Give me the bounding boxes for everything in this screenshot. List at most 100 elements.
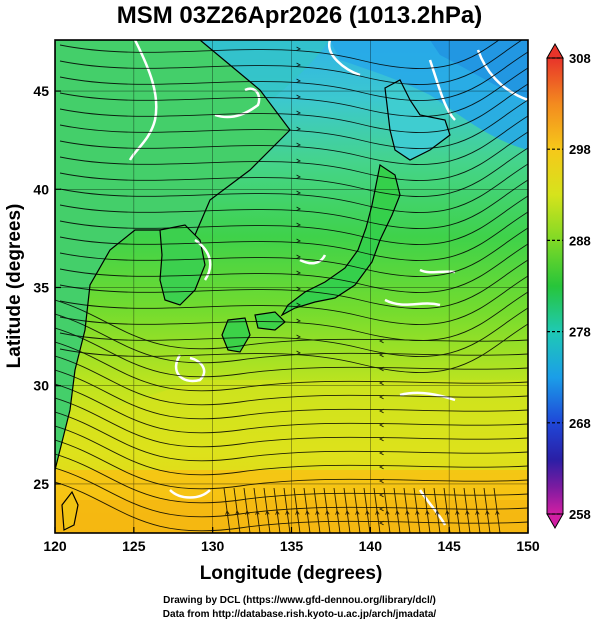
streamline-arrow <box>445 510 450 515</box>
streamline-arrow <box>296 94 301 100</box>
wind-streamlines <box>55 40 528 533</box>
streamline <box>59 179 528 229</box>
streamline <box>55 453 528 504</box>
streamline-arrow <box>295 510 300 515</box>
streamline-arrow <box>379 394 384 400</box>
map-title: MSM 03Z26Apr2026 (1013.2hPa) <box>116 2 483 29</box>
streamline <box>59 163 528 213</box>
streamline-arrow <box>296 254 301 260</box>
streamline <box>59 99 528 149</box>
streamline-arrow <box>379 478 384 484</box>
streamline-arrow <box>379 422 384 428</box>
streamline <box>59 211 528 261</box>
streamline-arrow <box>296 270 301 276</box>
credit-data: Data from http://database.rish.kyoto-u.a… <box>162 609 437 620</box>
streamline-arrow <box>305 510 310 515</box>
streamline-arrow <box>415 510 420 515</box>
colorbar-tick-label: 298 <box>569 142 591 157</box>
streamline <box>59 40 500 69</box>
streamline <box>55 369 528 420</box>
x-axis-label: Longitude (degrees) <box>200 563 383 584</box>
streamline-arrow <box>245 510 250 515</box>
streamline-arrow <box>325 510 330 515</box>
colorbar-bar <box>546 57 564 515</box>
streamline-arrow <box>355 510 360 515</box>
streamline-arrow <box>375 510 380 515</box>
streamline-arrow <box>296 190 301 196</box>
streamline-arrow <box>265 510 270 515</box>
streamline <box>55 481 528 532</box>
streamline <box>55 355 528 406</box>
streamline-arrow <box>465 510 470 515</box>
streamline-arrow <box>379 366 384 372</box>
streamline-arrow <box>379 380 384 386</box>
streamline-arrow <box>495 510 500 515</box>
streamline-arrow <box>365 510 370 515</box>
streamline-arrow <box>379 492 384 498</box>
streamline-arrow <box>385 510 390 515</box>
colorbar-tick-label: 288 <box>569 233 591 248</box>
x-tick-label: 140 <box>359 538 383 554</box>
streamline <box>59 147 528 197</box>
streamline <box>59 115 528 165</box>
streamline-arrow <box>405 510 410 515</box>
credit-drawing: Drawing by DCL (https://www.gfd-dennou.o… <box>163 595 436 606</box>
streamline-arrow <box>425 510 430 515</box>
streamline-arrow <box>435 510 440 515</box>
streamline <box>59 259 528 309</box>
colorbar-tick-label: 258 <box>569 507 591 522</box>
axis-ticks: 120 125 130 135 140 145 150 25 30 35 40 45 <box>33 83 539 554</box>
streamline-arrow <box>296 142 301 148</box>
streamline-arrow <box>379 506 384 512</box>
streamline-arrow <box>275 510 280 515</box>
streamline-arrow <box>296 222 301 228</box>
x-tick-label: 135 <box>280 538 304 554</box>
streamline <box>59 291 528 341</box>
streamline-arrow <box>296 334 301 340</box>
streamline-arrow <box>485 510 490 515</box>
streamline-arrow <box>345 510 350 515</box>
streamline <box>55 327 528 378</box>
y-tick-label: 45 <box>33 83 49 99</box>
streamline-arrow <box>225 510 230 515</box>
y-axis-label: Latitude (degrees) <box>4 204 25 369</box>
streamline <box>59 131 528 181</box>
streamline <box>59 323 528 373</box>
streamline <box>59 51 528 101</box>
streamline-arrow <box>296 174 301 180</box>
streamline-arrow <box>235 510 240 515</box>
streamline-arrow <box>296 238 301 244</box>
streamline-arrow <box>285 510 290 515</box>
streamline-arrow <box>379 450 384 456</box>
streamline-arrow <box>335 510 340 515</box>
streamline <box>59 243 528 293</box>
y-tick-label: 40 <box>33 181 49 197</box>
streamline <box>55 341 528 392</box>
colorbar-tick-label: 268 <box>569 416 591 431</box>
streamline-arrow <box>296 78 301 84</box>
x-tick-label: 150 <box>516 538 540 554</box>
streamline-arrow <box>296 126 301 132</box>
streamline <box>59 195 528 245</box>
streamline-arrow <box>296 302 301 308</box>
y-tick-label: 35 <box>33 279 49 295</box>
colorbar-tick-label: 278 <box>569 325 591 340</box>
streamline-arrow <box>475 510 480 515</box>
x-tick-label: 145 <box>437 538 461 554</box>
colorbar-max-arrow <box>546 42 564 59</box>
streamline-arrow <box>379 352 384 358</box>
y-tick-label: 30 <box>33 378 49 394</box>
x-tick-label: 130 <box>201 538 225 554</box>
streamline <box>55 425 528 476</box>
streamline-arrow <box>455 510 460 515</box>
colorbar-tick-label: 308 <box>569 51 591 66</box>
streamline-arrow <box>296 158 301 164</box>
streamline <box>55 411 528 462</box>
streamline <box>55 397 528 448</box>
streamline <box>55 383 528 434</box>
streamline-arrow <box>379 338 384 344</box>
streamline <box>59 275 528 325</box>
streamline-arrow <box>296 110 301 116</box>
streamline <box>55 439 528 490</box>
